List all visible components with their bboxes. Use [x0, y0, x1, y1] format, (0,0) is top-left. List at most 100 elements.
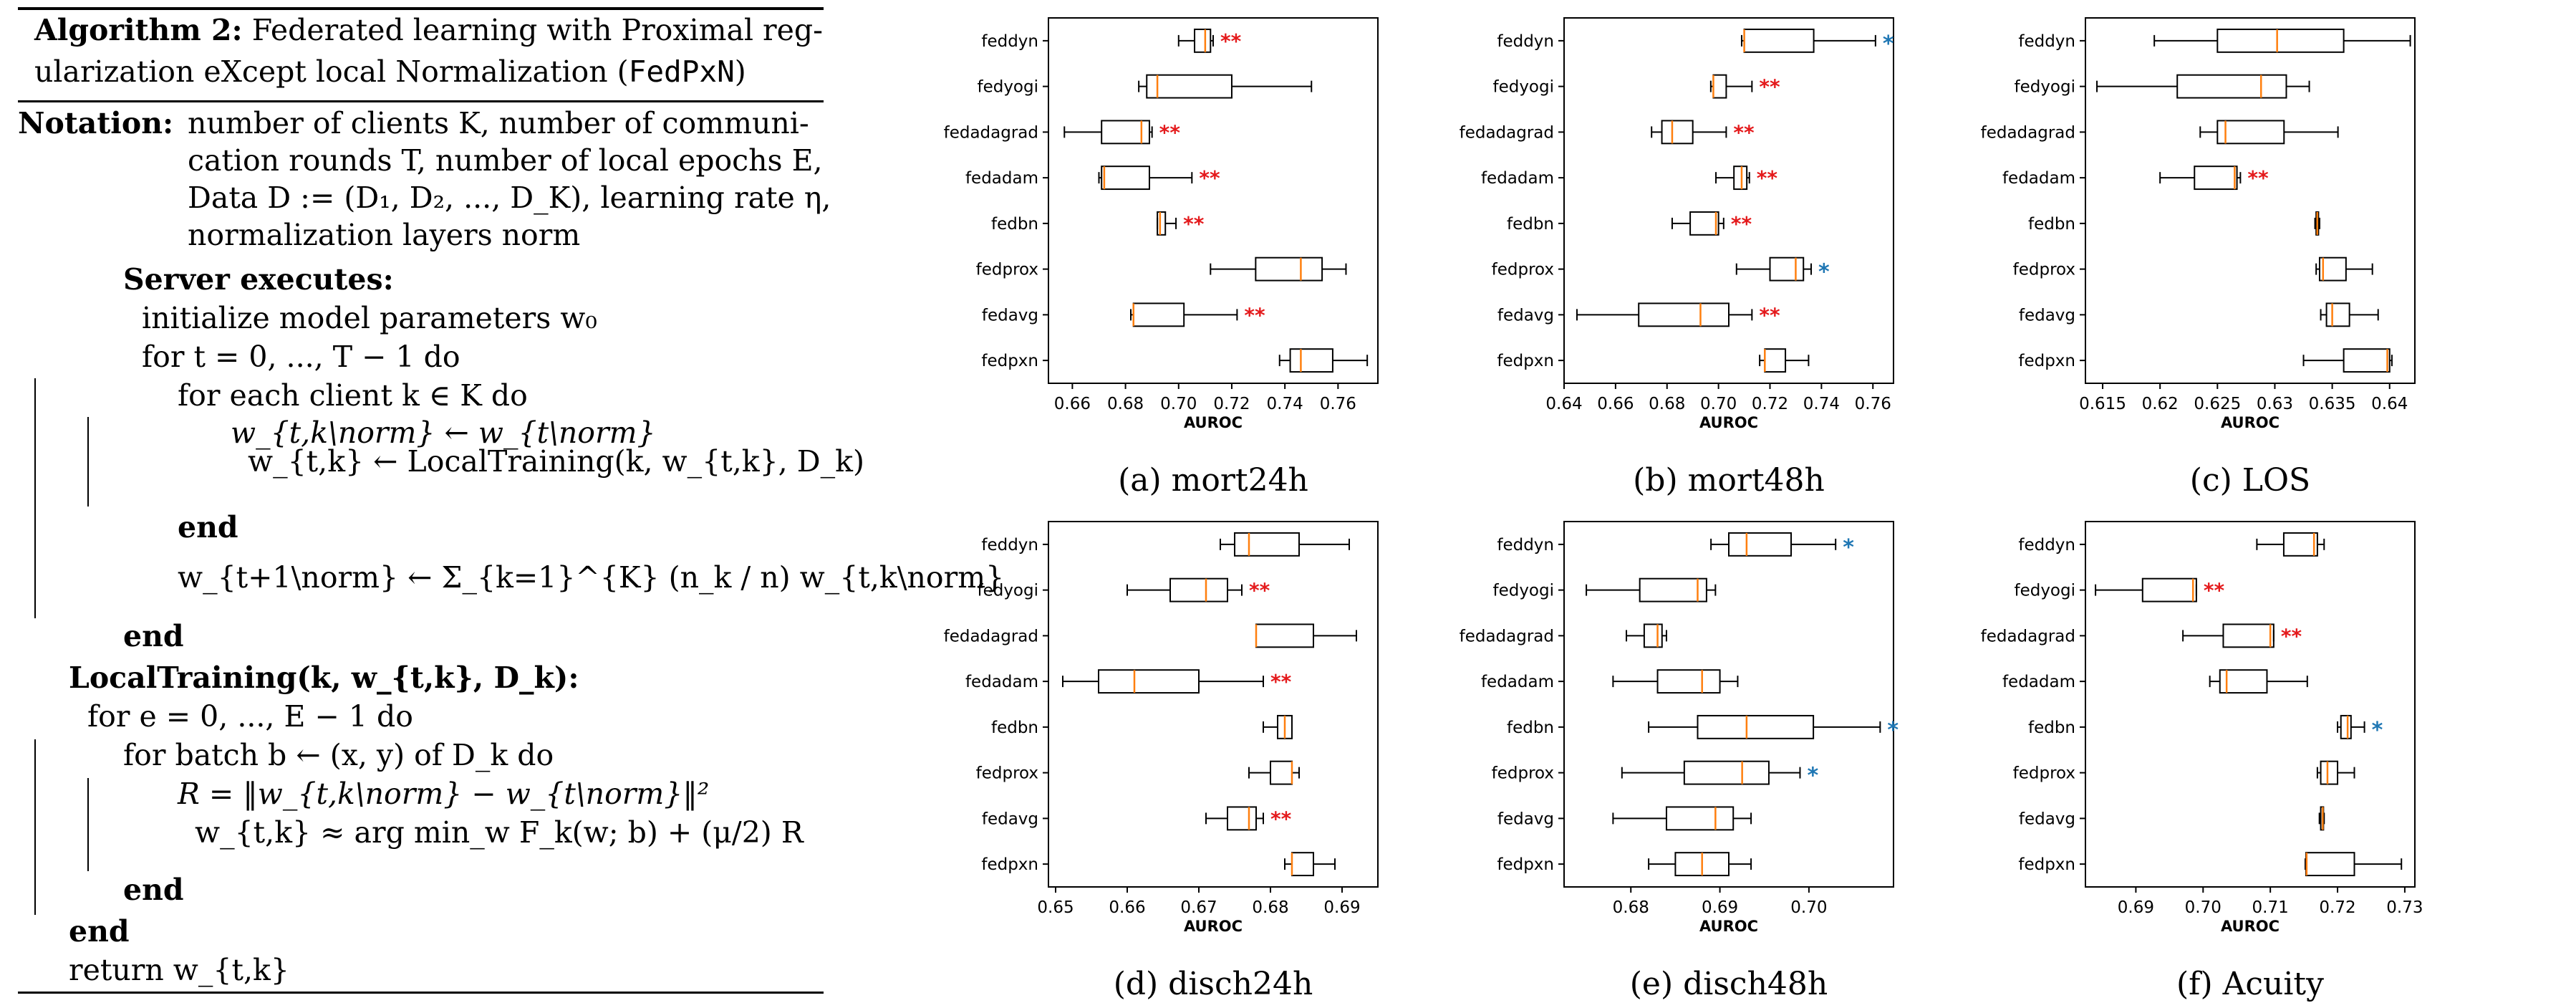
box-iqr	[2282, 532, 2318, 557]
x-tick-label: 0.66	[1109, 898, 1145, 917]
algo-title-line-1: Algorithm 2: Federated learning with Pro…	[34, 13, 823, 47]
algo-bottom-rule	[18, 992, 824, 994]
category-label: fedadam	[2002, 673, 2075, 691]
category-label: fedbn	[2028, 719, 2075, 737]
significance-marker: **	[1270, 807, 1292, 830]
category-label: fedadagrad	[1460, 123, 1554, 142]
box-iqr	[1270, 760, 1293, 785]
x-axis-label: AUROC	[2221, 414, 2280, 431]
category-label: feddyn	[2018, 536, 2075, 555]
notation-line: cation rounds T, number of local epochs …	[188, 143, 823, 178]
category-label: fedyogi	[2014, 582, 2075, 600]
box-iqr	[2343, 348, 2391, 373]
boxplot-panel-3: feddyn fedyogi fedadagrad fedadam ** fedbn fed…	[1981, 17, 2416, 499]
x-axis-label: AUROC	[1184, 918, 1243, 935]
category-label: fedpxn	[2018, 855, 2075, 874]
category-label: fedyogi	[2014, 78, 2075, 97]
category-label: fedavg	[982, 306, 1038, 325]
x-tick-label: 0.69	[2118, 898, 2154, 917]
significance-marker: **	[1199, 166, 1220, 190]
x-tick-label: 0.68	[1107, 395, 1144, 413]
category-label: fedadagrad	[1981, 123, 2075, 142]
category-label: fedbn	[1507, 719, 1554, 737]
algo-line: LocalTraining(k, w_{t,k}, D_k):	[69, 661, 579, 695]
category-label: feddyn	[981, 536, 1038, 555]
box-iqr	[2216, 120, 2285, 145]
x-tick-label: 0.625	[2194, 395, 2241, 413]
category-label: fedbn	[991, 215, 1038, 234]
category-label: fedavg	[982, 810, 1038, 828]
box-iqr	[1157, 211, 1167, 236]
algo-title-text-2: ularization eXcept local Normalization (	[34, 54, 629, 89]
category-label: fedadam	[1481, 673, 1554, 691]
box-iqr	[1234, 532, 1300, 557]
box-iqr	[2219, 669, 2268, 694]
category-label: feddyn	[981, 32, 1038, 51]
algo-line: end	[178, 510, 238, 544]
boxplot-panel-2: feddyn * fedyogi ** fedadagrad ** fedadam ** fed…	[1460, 17, 1894, 499]
box-iqr	[2340, 714, 2352, 739]
significance-marker: **	[1759, 75, 1780, 99]
plot-frame	[1048, 521, 1379, 888]
category-label: fedadam	[2002, 169, 2075, 188]
algo-indent-bar	[34, 739, 36, 915]
x-tick-label: 0.64	[2371, 395, 2408, 413]
notation-label: Notation:	[18, 106, 174, 140]
algo-line: for t = 0, ..., T − 1 do	[142, 340, 460, 374]
algo-line: w_{t,k} ← LocalTraining(k, w_{t,k}, D_k)	[248, 444, 864, 479]
box-iqr	[1132, 302, 1185, 327]
subfigure-caption: (b) mort48h	[1633, 462, 1825, 499]
algo-indent-bar	[87, 778, 89, 871]
box-iqr	[2222, 623, 2274, 648]
category-label: fedadam	[1481, 169, 1554, 188]
significance-marker: *	[1883, 32, 1894, 57]
category-label: fedprox	[2013, 261, 2075, 279]
category-label: fedbn	[1507, 215, 1554, 234]
algo-line: w_{t,k} ≈ arg min_w F_k(w; b) + (μ/2) R	[195, 815, 804, 850]
box-iqr	[1291, 852, 1314, 877]
box-iqr	[2216, 28, 2345, 53]
plot-frame	[1563, 17, 1894, 384]
significance-marker: **	[2204, 579, 2225, 603]
x-tick-label: 0.64	[1545, 395, 1582, 413]
box-iqr	[1638, 302, 1730, 327]
x-tick-label: 0.70	[1790, 898, 1827, 917]
box-iqr	[1661, 120, 1694, 145]
algo-line: for batch b ← (x, y) of D_k do	[123, 738, 554, 772]
box-iqr	[1769, 256, 1805, 282]
box-iqr	[1227, 806, 1257, 831]
x-tick-label: 0.65	[1037, 898, 1074, 917]
significance-marker: *	[1818, 260, 1830, 285]
significance-marker: *	[1843, 535, 1854, 560]
boxplot-grid: feddyn ** fedyogi fedadagrad ** fedadam ** fedb…	[831, 0, 2576, 1008]
category-label: fedpxn	[981, 855, 1038, 874]
box-iqr	[1733, 165, 1748, 191]
algo-line: for e = 0, ..., E − 1 do	[87, 699, 413, 734]
box-iqr	[1643, 623, 1663, 648]
boxplot-panel-6: feddyn fedyogi ** fedadagrad ** fedadam fedbn *…	[1981, 521, 2423, 1002]
category-label: fedadam	[965, 673, 1038, 691]
category-label: fedadagrad	[1460, 627, 1554, 645]
category-label: fedyogi	[1492, 582, 1554, 600]
x-tick-label: 0.74	[1803, 395, 1840, 413]
box-iqr	[1639, 577, 1707, 603]
significance-marker: **	[1270, 670, 1292, 693]
box-iqr	[2176, 74, 2287, 99]
algo-title-close: )	[734, 54, 746, 89]
category-label: fedyogi	[977, 582, 1038, 600]
box-iqr	[1289, 348, 1333, 373]
algo-title-text: Federated learning with Proximal reg-	[251, 13, 824, 47]
x-tick-label: 0.70	[2185, 898, 2222, 917]
significance-marker: **	[2247, 166, 2269, 190]
significance-marker: **	[1220, 29, 1242, 53]
x-tick-label: 0.63	[2257, 395, 2293, 413]
significance-marker: **	[1183, 212, 1205, 236]
significance-marker: **	[2281, 624, 2302, 648]
category-label: fedavg	[1497, 810, 1554, 828]
box-iqr	[1665, 806, 1735, 831]
algo-line: w_{t+1\norm} ← Σ_{k=1}^{K} (n_k / n) w_{…	[178, 560, 1005, 595]
category-label: fedpxn	[2018, 352, 2075, 370]
category-label: fedadam	[965, 169, 1038, 188]
plot-frame	[2085, 521, 2416, 888]
x-tick-label: 0.76	[1855, 395, 1891, 413]
